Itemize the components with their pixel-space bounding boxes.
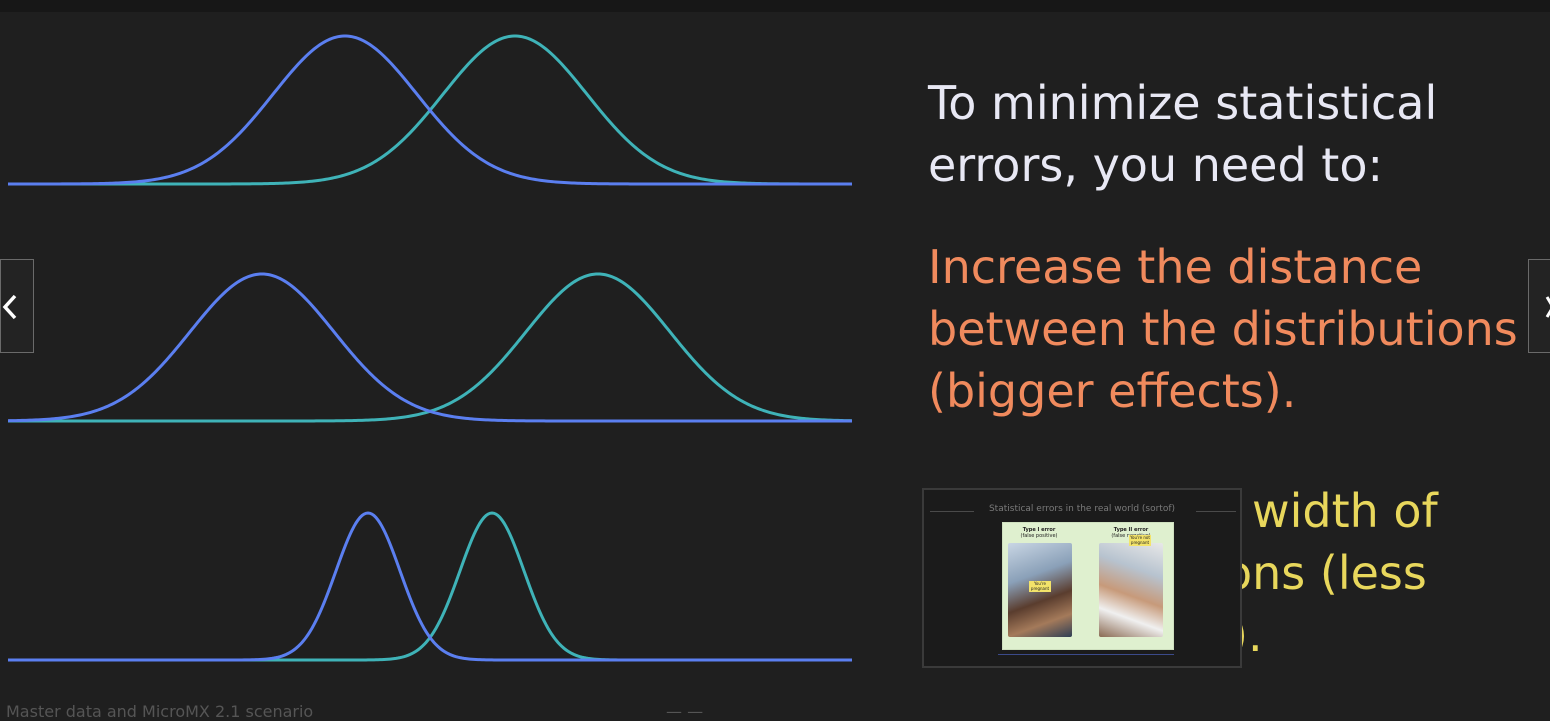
next-slide-button[interactable] [1528,259,1550,353]
thumb-note-1: You're pregnant [1029,581,1051,592]
curve-a-wide-overlap [8,34,852,186]
point-decrease-width: width of ons (less ). [1224,480,1542,666]
thumb-col2-title: Type II error [1113,527,1149,533]
video-thumbnail-preview[interactable]: Statistical errors in the real world (so… [922,488,1242,668]
curve-a-narrow [8,511,852,662]
prev-slide-button[interactable] [0,259,34,353]
footer-page: — — [666,702,704,721]
chevron-left-icon [2,294,17,320]
thumb-col1-title: Type I error [1022,527,1056,533]
chevron-right-icon [1545,296,1550,318]
slide-heading: To minimize statistical errors, you need… [928,72,1488,196]
footer-caption: Master data and MicroMX 2.1 scenario [6,702,314,721]
point-increase-distance: Increase the distance between the distri… [928,236,1538,422]
thumb-rule-left [930,511,974,512]
point2-text-line2: ons (less [1224,546,1427,600]
top-strip [0,0,1550,12]
photo-doctor-woman [1099,543,1163,637]
thumb-title: Statistical errors in the real world (so… [988,504,1176,514]
point2-text-line3: ). [1230,608,1263,662]
curve-a-far-apart [7,272,852,423]
thumb-link-bar [998,654,1174,655]
thumb-rule-right [1196,511,1236,512]
curve-b-far-apart [8,272,853,423]
thumb-panel: Type I error (false positive) Type II er… [1002,522,1174,650]
point2-text: width of [1252,484,1438,538]
point1-text: Increase the distance between the distri… [928,240,1518,418]
distribution-curves [7,34,853,662]
heading-text: To minimize statistical errors, you need… [928,76,1438,192]
thumb-note-2: You're not pregnant [1129,535,1151,546]
thumb-col1-heading: Type I error (false positive) [1009,527,1069,539]
thumb-col1-sub: (false positive) [1020,533,1058,539]
